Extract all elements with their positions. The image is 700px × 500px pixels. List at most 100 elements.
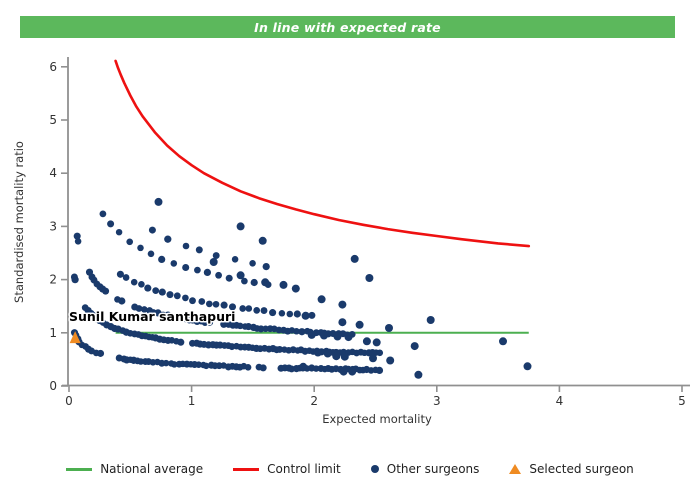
other-surgeon-point[interactable]: [332, 352, 341, 361]
other-surgeon-point[interactable]: [228, 303, 237, 311]
other-surgeon-point[interactable]: [195, 361, 202, 369]
other-surgeon-point[interactable]: [236, 222, 245, 231]
other-surgeon-point[interactable]: [260, 307, 268, 315]
other-surgeon-point[interactable]: [177, 338, 185, 346]
other-surgeon-point[interactable]: [253, 307, 261, 314]
other-surgeon-point[interactable]: [386, 356, 395, 365]
other-surgeon-point[interactable]: [71, 276, 79, 284]
other-surgeon-point[interactable]: [102, 287, 110, 295]
other-surgeon-point[interactable]: [293, 328, 300, 335]
other-surgeon-point[interactable]: [154, 197, 163, 206]
other-surgeon-point[interactable]: [202, 362, 210, 370]
other-surgeon-point[interactable]: [182, 242, 190, 250]
other-surgeon-point[interactable]: [236, 322, 244, 330]
other-surgeon-point[interactable]: [148, 226, 156, 234]
other-surgeon-point[interactable]: [291, 284, 300, 293]
other-surgeon-point[interactable]: [317, 295, 326, 304]
other-surgeon-point[interactable]: [269, 309, 277, 317]
other-surgeon-point[interactable]: [173, 292, 181, 300]
other-surgeon-point[interactable]: [152, 287, 160, 294]
other-surgeon-point[interactable]: [276, 345, 284, 353]
other-surgeon-point[interactable]: [162, 359, 170, 367]
other-surgeon-point[interactable]: [293, 310, 301, 318]
other-surgeon-point[interactable]: [115, 228, 123, 236]
other-surgeon-point[interactable]: [308, 311, 316, 319]
other-surgeon-point[interactable]: [241, 277, 248, 285]
other-surgeon-point[interactable]: [286, 310, 294, 318]
other-surgeon-point[interactable]: [339, 367, 348, 376]
other-surgeon-point[interactable]: [301, 311, 310, 320]
other-surgeon-point[interactable]: [313, 348, 322, 357]
other-surgeon-point[interactable]: [350, 254, 359, 263]
other-surgeon-point[interactable]: [299, 362, 308, 371]
other-surgeon-point[interactable]: [323, 349, 332, 358]
other-surgeon-point[interactable]: [201, 319, 209, 326]
other-surgeon-point[interactable]: [426, 316, 435, 324]
other-surgeon-point[interactable]: [344, 333, 353, 342]
other-surgeon-point[interactable]: [278, 310, 286, 317]
other-surgeon-point[interactable]: [340, 352, 349, 361]
other-surgeon-point[interactable]: [171, 361, 178, 368]
other-surgeon-point[interactable]: [250, 278, 258, 287]
other-surgeon-point[interactable]: [203, 268, 212, 277]
other-surgeon-point[interactable]: [144, 284, 152, 292]
other-surgeon-point[interactable]: [410, 342, 419, 351]
other-surgeon-point[interactable]: [198, 298, 206, 305]
other-surgeon-point[interactable]: [73, 232, 81, 240]
other-surgeon-point[interactable]: [231, 256, 239, 263]
other-surgeon-point[interactable]: [130, 278, 138, 286]
other-surgeon-point[interactable]: [249, 260, 256, 267]
other-surgeon-point[interactable]: [307, 330, 316, 339]
other-surgeon-point[interactable]: [369, 354, 377, 363]
other-surgeon-point[interactable]: [116, 270, 124, 278]
other-surgeon-point[interactable]: [173, 313, 181, 321]
other-surgeon-point[interactable]: [74, 238, 82, 245]
other-surgeon-point[interactable]: [158, 288, 166, 296]
other-surgeon-point[interactable]: [141, 306, 148, 313]
other-surgeon-point[interactable]: [262, 263, 270, 271]
other-surgeon-point[interactable]: [320, 331, 328, 340]
other-surgeon-point[interactable]: [99, 210, 107, 218]
other-surgeon-point[interactable]: [375, 366, 384, 374]
other-surgeon-point[interactable]: [212, 252, 220, 260]
other-surgeon-point[interactable]: [355, 320, 364, 329]
other-surgeon-point[interactable]: [259, 364, 267, 372]
other-surgeon-point[interactable]: [137, 244, 144, 252]
other-surgeon-point[interactable]: [138, 280, 145, 288]
other-surgeon-point[interactable]: [245, 305, 253, 312]
other-surgeon-point[interactable]: [164, 235, 172, 243]
other-surgeon-point[interactable]: [107, 220, 115, 228]
other-surgeon-point[interactable]: [182, 263, 190, 272]
other-surgeon-point[interactable]: [166, 291, 174, 299]
other-surgeon-point[interactable]: [499, 337, 507, 346]
other-surgeon-point[interactable]: [385, 324, 393, 332]
other-surgeon-point[interactable]: [182, 294, 189, 302]
other-surgeon-point[interactable]: [135, 305, 143, 312]
other-surgeon-point[interactable]: [298, 328, 306, 336]
other-surgeon-point[interactable]: [118, 297, 126, 305]
other-surgeon-point[interactable]: [414, 370, 423, 379]
other-surgeon-point[interactable]: [338, 318, 347, 327]
other-surgeon-point[interactable]: [195, 246, 203, 254]
other-surgeon-point[interactable]: [338, 300, 347, 309]
other-surgeon-point[interactable]: [194, 266, 201, 274]
other-surgeon-point[interactable]: [212, 300, 220, 308]
other-surgeon-point[interactable]: [362, 337, 371, 346]
other-surgeon-point[interactable]: [158, 255, 166, 263]
selected-surgeon-marker[interactable]: [69, 331, 81, 344]
other-surgeon-point[interactable]: [189, 297, 196, 305]
other-surgeon-point[interactable]: [279, 280, 288, 289]
other-surgeon-point[interactable]: [333, 332, 342, 341]
other-surgeon-point[interactable]: [205, 300, 213, 308]
other-surgeon-point[interactable]: [261, 278, 270, 287]
other-surgeon-point[interactable]: [206, 319, 214, 326]
other-surgeon-point[interactable]: [372, 338, 381, 347]
other-surgeon-point[interactable]: [220, 301, 228, 309]
other-surgeon-point[interactable]: [170, 260, 178, 267]
other-surgeon-point[interactable]: [96, 349, 105, 357]
other-surgeon-point[interactable]: [376, 349, 384, 357]
other-surgeon-point[interactable]: [523, 362, 532, 371]
other-surgeon-point[interactable]: [258, 236, 267, 245]
other-surgeon-point[interactable]: [257, 325, 265, 333]
other-surgeon-point[interactable]: [365, 274, 374, 282]
